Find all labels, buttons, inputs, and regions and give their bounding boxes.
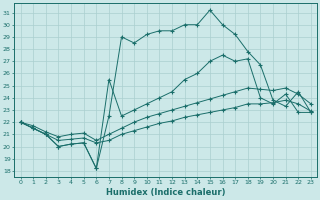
X-axis label: Humidex (Indice chaleur): Humidex (Indice chaleur) xyxy=(106,188,226,197)
